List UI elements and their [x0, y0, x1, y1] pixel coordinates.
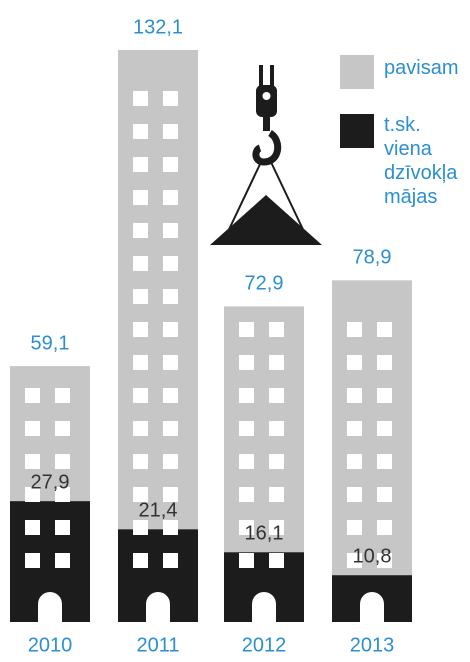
value-label: 10,8 — [353, 546, 392, 568]
window — [269, 520, 284, 535]
window — [239, 454, 254, 469]
x-tick-label: 2013 — [350, 634, 395, 656]
window — [55, 520, 70, 535]
value-label: 21,4 — [139, 500, 178, 522]
legend-swatch — [340, 55, 374, 89]
window — [163, 520, 178, 535]
window — [239, 553, 254, 568]
window — [163, 355, 178, 370]
window — [377, 520, 392, 535]
window — [133, 388, 148, 403]
crane-icon — [210, 65, 322, 245]
legend-label: pavisam — [384, 57, 459, 79]
window — [163, 91, 178, 106]
window — [133, 223, 148, 238]
window — [163, 454, 178, 469]
x-tick-label: 2012 — [242, 634, 287, 656]
window — [133, 520, 148, 535]
window — [25, 454, 40, 469]
window — [239, 520, 254, 535]
window — [377, 388, 392, 403]
window — [163, 190, 178, 205]
window — [133, 553, 148, 568]
window — [25, 553, 40, 568]
window — [347, 520, 362, 535]
window — [25, 487, 40, 502]
window — [163, 421, 178, 436]
window — [133, 355, 148, 370]
window — [269, 355, 284, 370]
window — [239, 355, 254, 370]
window — [347, 421, 362, 436]
window — [133, 256, 148, 271]
legend-swatch — [340, 114, 374, 148]
door — [360, 592, 384, 622]
window — [55, 421, 70, 436]
window — [269, 553, 284, 568]
value-label: 132,1 — [133, 16, 183, 38]
window — [239, 487, 254, 502]
window — [133, 289, 148, 304]
window — [269, 454, 284, 469]
window — [163, 487, 178, 502]
window — [25, 388, 40, 403]
window — [377, 322, 392, 337]
window — [347, 355, 362, 370]
door — [146, 592, 170, 622]
window — [163, 553, 178, 568]
window — [377, 454, 392, 469]
window — [55, 454, 70, 469]
legend-label: t.sk. viena dzīvokļa mājas — [384, 114, 458, 208]
window — [377, 355, 392, 370]
window — [347, 487, 362, 502]
window — [133, 124, 148, 139]
window — [269, 487, 284, 502]
window — [239, 421, 254, 436]
window — [163, 388, 178, 403]
window — [25, 421, 40, 436]
window — [163, 157, 178, 172]
window — [347, 454, 362, 469]
window — [163, 223, 178, 238]
window — [133, 487, 148, 502]
value-label: 78,9 — [353, 247, 392, 269]
window — [55, 487, 70, 502]
window — [347, 322, 362, 337]
window — [163, 256, 178, 271]
window — [239, 388, 254, 403]
door — [252, 592, 276, 622]
window — [239, 322, 254, 337]
value-label: 59,1 — [31, 332, 70, 354]
window — [269, 421, 284, 436]
x-tick-label: 2010 — [28, 634, 73, 656]
window — [377, 487, 392, 502]
window — [133, 190, 148, 205]
window — [377, 421, 392, 436]
window — [269, 322, 284, 337]
window — [163, 124, 178, 139]
window — [347, 388, 362, 403]
door — [38, 592, 62, 622]
window — [55, 553, 70, 568]
window — [133, 421, 148, 436]
window — [377, 553, 392, 568]
window — [133, 91, 148, 106]
window — [25, 520, 40, 535]
window — [133, 157, 148, 172]
bar — [332, 280, 412, 622]
value-label: 27,9 — [31, 471, 70, 493]
window — [133, 454, 148, 469]
window — [269, 388, 284, 403]
window — [163, 322, 178, 337]
value-label: 72,9 — [245, 273, 284, 295]
x-tick-label: 2011 — [136, 634, 179, 656]
window — [347, 553, 362, 568]
bar — [118, 50, 198, 622]
window — [163, 289, 178, 304]
window — [55, 388, 70, 403]
value-label: 16,1 — [245, 523, 284, 545]
window — [133, 322, 148, 337]
